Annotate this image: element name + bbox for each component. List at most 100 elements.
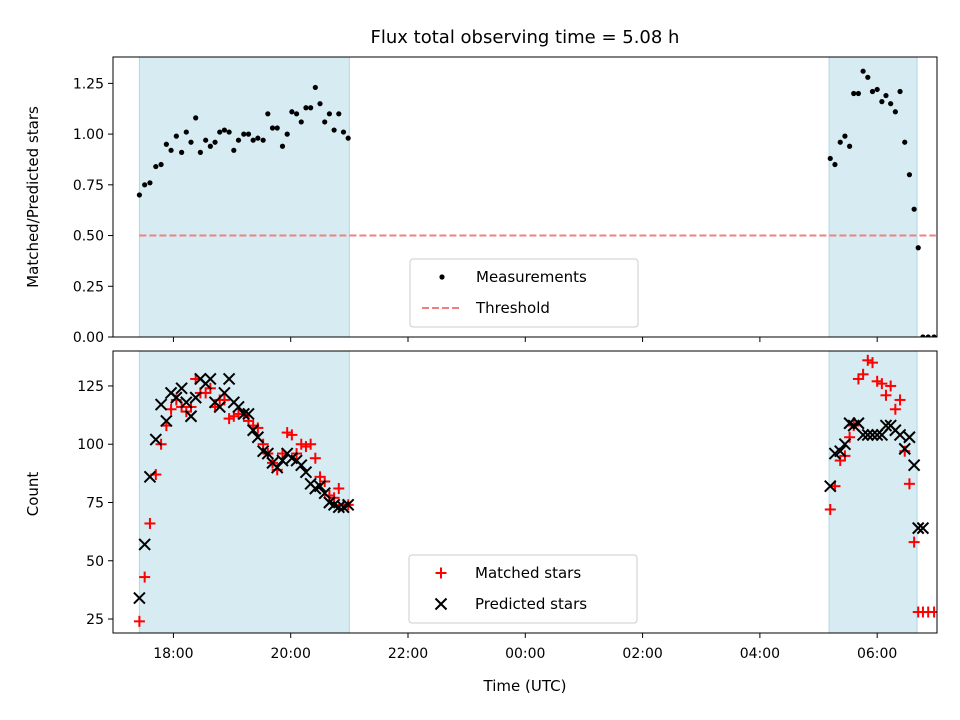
data-point	[246, 424, 260, 437]
data-point	[871, 375, 883, 387]
data-point	[183, 129, 189, 135]
data-point	[147, 180, 153, 186]
data-point	[902, 139, 908, 145]
chart-title: Flux total observing time = 5.08 h	[371, 27, 680, 48]
legend-swatch	[435, 567, 447, 579]
data-point	[912, 521, 925, 535]
data-point	[298, 119, 304, 125]
data-point	[133, 591, 146, 605]
data-point	[143, 470, 157, 484]
series-2	[133, 372, 930, 605]
data-point	[332, 500, 346, 514]
data-point	[880, 389, 892, 401]
legend-label: Threshold	[475, 299, 550, 317]
data-point	[838, 438, 852, 451]
data-point	[144, 517, 156, 529]
data-point	[894, 394, 906, 406]
data-point	[824, 503, 836, 515]
data-point	[212, 139, 218, 145]
data-point	[136, 192, 142, 198]
y-tick-label: 0.50	[73, 229, 104, 245]
data-point	[893, 428, 907, 442]
data-point	[832, 161, 838, 168]
x-tick-label: 04:00	[740, 646, 780, 662]
data-point	[852, 417, 865, 430]
data-point	[915, 245, 921, 251]
data-point	[908, 536, 920, 548]
data-point	[861, 428, 875, 442]
data-point	[847, 143, 853, 149]
data-point	[281, 427, 293, 439]
data-point	[309, 452, 321, 464]
data-point	[237, 407, 250, 421]
legend: Measurements Threshold	[409, 258, 639, 328]
data-point	[231, 147, 237, 153]
data-point	[221, 127, 228, 133]
data-point	[326, 111, 333, 117]
data-point	[241, 131, 247, 137]
data-point	[193, 115, 199, 121]
data-point	[138, 538, 151, 551]
legend-entry: Predicted stars	[434, 595, 587, 613]
series-1	[136, 68, 937, 337]
y-tick-label: 0.75	[73, 178, 104, 194]
data-point	[911, 206, 917, 212]
data-point	[318, 486, 331, 500]
data-point	[179, 149, 185, 155]
data-point	[274, 125, 280, 131]
data-point	[333, 483, 345, 495]
data-point	[889, 403, 901, 415]
data-point	[303, 105, 309, 111]
data-point	[189, 391, 202, 404]
data-point	[837, 139, 843, 145]
y-tick-label: 25	[86, 612, 104, 628]
data-point	[223, 413, 235, 425]
data-point	[898, 442, 911, 456]
x-tick-label: 06:00	[857, 646, 897, 662]
data-point	[879, 99, 885, 105]
data-point	[892, 109, 898, 115]
data-point	[299, 465, 313, 479]
y-tick-label: 1.25	[73, 76, 104, 92]
data-point	[213, 400, 226, 414]
data-point	[295, 438, 307, 450]
data-point	[925, 334, 931, 337]
data-point	[920, 334, 926, 337]
legend-entry: Measurements	[439, 268, 587, 286]
data-point	[261, 447, 275, 460]
data-point	[286, 429, 298, 441]
x-axis-label: Time (UTC)	[483, 677, 567, 695]
data-point	[885, 380, 897, 392]
observing-window-2	[828, 56, 918, 338]
data-point	[916, 521, 930, 535]
data-point	[184, 410, 198, 423]
data-point	[279, 143, 286, 149]
data-point	[331, 127, 337, 133]
data-point	[308, 105, 314, 111]
data-point	[235, 137, 242, 143]
ratio-panel: 0.00 0.25 0.50 0.75 1.00 1.25 Measurements Thre…	[73, 56, 938, 346]
data-point	[160, 414, 173, 428]
plot-area	[133, 354, 937, 627]
data-point	[312, 84, 318, 91]
legend-swatch	[439, 274, 445, 280]
data-point	[876, 378, 888, 390]
data-point	[232, 400, 245, 414]
data-point	[271, 461, 284, 474]
y-tick-label: 75	[86, 495, 104, 511]
data-point	[824, 479, 837, 493]
data-point	[903, 478, 915, 490]
data-point	[276, 454, 289, 467]
data-point	[862, 354, 874, 366]
data-point	[317, 101, 323, 107]
data-point	[866, 357, 878, 369]
legend-swatch	[434, 597, 448, 611]
data-point	[250, 137, 256, 143]
top-y-axis-label: Matched/Predicted stars	[24, 106, 42, 288]
observing-window-2	[828, 350, 918, 634]
count-panel: 25 50 75 100 125 18:00 20:00 22:00 00:00 02:00 04:…	[77, 350, 938, 662]
bottom-y-axis-label: Count	[24, 472, 42, 517]
data-point	[255, 135, 261, 141]
data-point	[860, 68, 866, 74]
observing-window-1	[138, 56, 350, 338]
